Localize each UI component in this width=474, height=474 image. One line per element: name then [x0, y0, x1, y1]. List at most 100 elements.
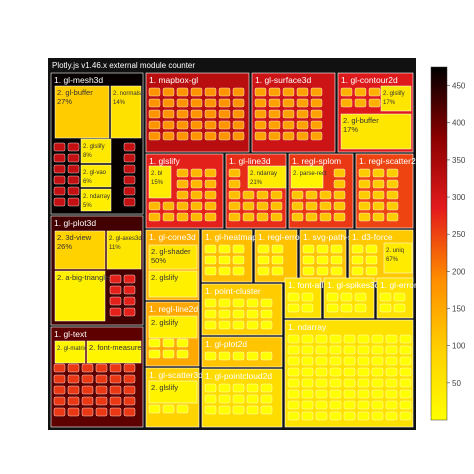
leaf-box [67, 164, 80, 174]
leaf-box [301, 345, 314, 355]
leaf-box [315, 334, 328, 344]
leaf-box [204, 190, 217, 200]
subtile-rect [54, 230, 106, 270]
tile-d3force[interactable]: 1. d3-force 2. uniq 67% [348, 229, 414, 283]
leaf-box [204, 87, 217, 97]
leaf-box [326, 292, 339, 302]
tile-fontatlas[interactable]: 1. font-atlas-sdf [284, 277, 347, 319]
tile-glslify1[interactable]: 1. glslify 2. bl 15% [145, 153, 224, 229]
leaf-box [218, 298, 231, 308]
tile-heatmap[interactable]: 1. gl-heatmap2d [201, 229, 267, 283]
tile-ndarray1[interactable]: 1. ndarray [284, 319, 414, 428]
leaf-box [81, 385, 94, 395]
leaf-box [256, 190, 269, 200]
colorbar-tick-label: 50 [452, 379, 461, 388]
leaf-box [296, 131, 309, 141]
leaf-box [176, 349, 189, 359]
leaf-box [371, 367, 384, 377]
leaf-box [148, 120, 161, 130]
leaf-box [218, 87, 231, 97]
leaf-box [53, 385, 66, 395]
leaf-box [123, 374, 136, 384]
subtile-rect [54, 270, 106, 322]
tile-label: 1. gl-surface3d [255, 75, 311, 85]
leaf-box [81, 396, 94, 406]
leaf-box [399, 378, 412, 388]
leaf-box [53, 407, 66, 417]
leaf-box [357, 334, 370, 344]
leaf-box [246, 394, 259, 404]
leaf-box [67, 407, 80, 417]
leaf-box [257, 255, 270, 265]
leaf-box [190, 98, 203, 108]
leaf-box [371, 345, 384, 355]
tile-surface[interactable]: 1. gl-surface3d [251, 72, 336, 153]
leaf-box [123, 153, 136, 163]
leaf-box [218, 320, 231, 330]
leaf-box [385, 400, 398, 410]
leaf-box [218, 405, 231, 415]
leaf-box [232, 351, 245, 361]
leaf-box [270, 190, 283, 200]
leaf-box [385, 356, 398, 366]
leaf-box [246, 351, 259, 361]
leaf-box [176, 338, 189, 348]
leaf-box [148, 87, 161, 97]
tile-glerrorbr[interactable]: 1. gl-error3d [376, 277, 427, 319]
tile-line3d[interactable]: 1. gl-line3d 2. ndarray 21% [225, 153, 287, 229]
leaf-box [315, 389, 328, 399]
leaf-box [109, 363, 122, 373]
subtile-label: 2. glslify [151, 273, 178, 282]
leaf-box [372, 190, 385, 200]
colorbar-tick-label: 450 [452, 82, 466, 91]
leaf-box [67, 186, 80, 196]
leaf-box [162, 338, 175, 348]
leaf-box [232, 394, 245, 404]
tile-label: 1. ndarray [288, 322, 327, 332]
tile-plot2d[interactable]: 1. gl-plot2d [201, 336, 283, 368]
tile-error2d[interactable]: 1. regl-error2d [254, 229, 312, 283]
tile-label: 1. gl-scatter3d [149, 370, 203, 380]
leaf-box [232, 405, 245, 415]
leaf-box [372, 179, 385, 189]
leaf-box [268, 98, 281, 108]
tile-pointcl2d[interactable]: 1. gl-pointcloud2d [201, 368, 283, 428]
subtile-rect [86, 340, 142, 364]
leaf-box [232, 109, 245, 119]
tile-scatter3d[interactable]: 1. gl-scatter3d 2. glslify [145, 367, 203, 428]
leaf-box [81, 363, 94, 373]
tile-scatter2d[interactable]: 1. regl-scatter2d [355, 153, 421, 229]
leaf-box [340, 292, 353, 302]
leaf-box [176, 179, 189, 189]
leaf-box [246, 405, 259, 415]
tile-pointclus[interactable]: 1. point-cluster [201, 283, 283, 336]
leaf-box [190, 168, 203, 178]
tile-label: 1. regl-scatter2d [359, 156, 421, 166]
tile-reglline[interactable]: 1. regl-line2d 2. glslify [145, 301, 200, 367]
leaf-box [109, 396, 122, 406]
leaf-box [123, 407, 136, 417]
leaf-box [190, 212, 203, 222]
leaf-box [333, 168, 346, 178]
tile-gltext[interactable]: 1. gl-text 2. gl-matrix 2. font-measure [50, 326, 144, 428]
leaf-box [53, 175, 66, 185]
tile-mapbox[interactable]: 1. mapbox-gl [145, 72, 250, 153]
leaf-box [316, 244, 329, 254]
leaf-box [53, 164, 66, 174]
leaf-box [190, 131, 203, 141]
leaf-box [254, 87, 267, 97]
leaf-box [302, 255, 315, 265]
leaf-box [329, 345, 342, 355]
subtile-percent: 17% [383, 100, 396, 106]
tile-gpuenv[interactable]: 1. gl-spikes3d [323, 277, 380, 319]
tile-splom[interactable]: 1. regl-splom 2. parse-rect [288, 153, 354, 229]
leaf-box [386, 201, 399, 211]
tile-svgpath[interactable]: 1. svg-path-sdf [299, 229, 360, 283]
leaf-box [242, 190, 255, 200]
tile-label: 1. gl-mesh3d [54, 75, 103, 85]
leaf-box [109, 385, 122, 395]
